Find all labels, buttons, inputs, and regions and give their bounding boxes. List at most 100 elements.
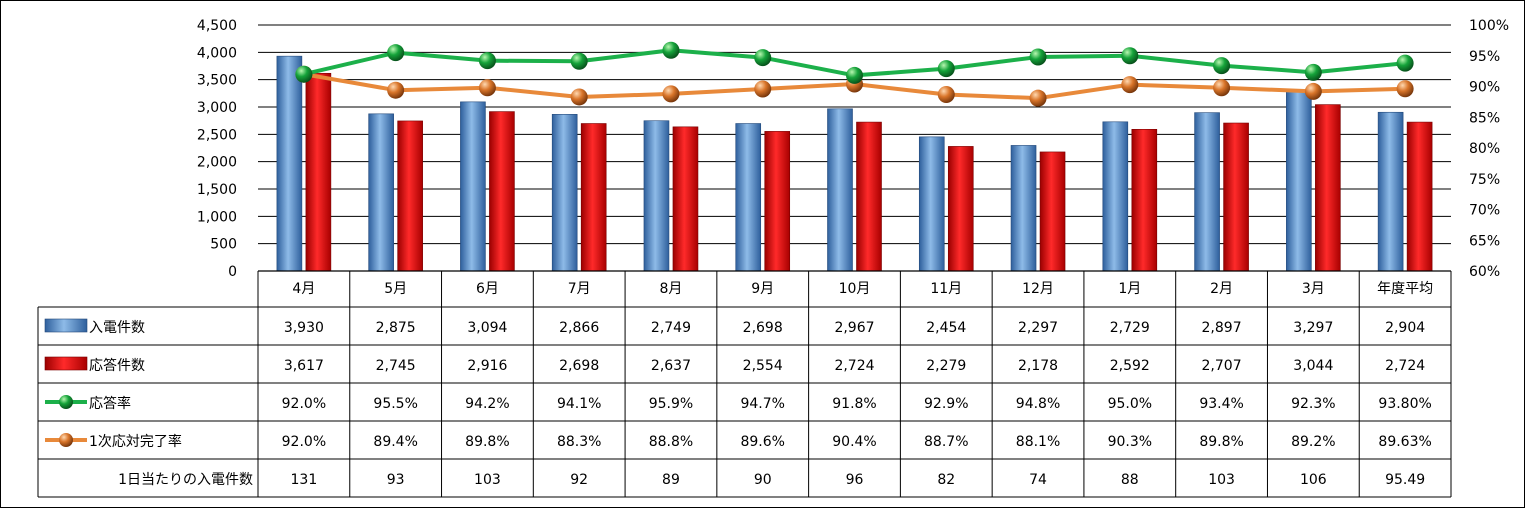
category-label: 7月 [568, 281, 591, 297]
incoming-bar [1010, 145, 1037, 272]
table-cell-value: 131 [291, 472, 318, 488]
answered-bar [1223, 122, 1249, 272]
answered-bar [305, 72, 332, 272]
incoming-bar [551, 114, 578, 272]
answer-rate-point [1304, 63, 1322, 81]
table-cell-value: 88 [1121, 472, 1139, 488]
first-resolution-rate-point [1213, 79, 1231, 97]
table-cell-value: 2,875 [376, 320, 416, 336]
bar-series [276, 55, 1433, 272]
right-tick-label: 65% [1469, 233, 1500, 249]
answer-rate-point [295, 65, 313, 83]
answered-bar [672, 126, 699, 272]
table-cell-value: 93 [387, 472, 405, 488]
legend-key-bar [44, 356, 88, 371]
table-cell-value: 2,724 [834, 358, 874, 374]
first-resolution-rate-point [1396, 80, 1414, 98]
left-tick-label: 1,000 [197, 209, 237, 225]
answer-rate-point [1396, 54, 1414, 72]
table-cell-value: 2,698 [559, 358, 599, 374]
table-cell-value: 95.5% [373, 396, 417, 412]
table-cell-value: 89 [662, 472, 680, 488]
table-cell-value: 89.8% [465, 434, 509, 450]
table-cell-value: 2,904 [1385, 320, 1425, 336]
table-cell-value: 92.9% [924, 396, 968, 412]
table-cell-value: 2,279 [926, 358, 966, 374]
category-label: 8月 [660, 281, 683, 297]
table-cell-value: 89.6% [740, 434, 784, 450]
table-cell-value: 89.8% [1199, 434, 1243, 450]
category-label: 10月 [839, 281, 871, 297]
table-cell-value: 3,297 [1293, 320, 1333, 336]
left-tick-label: 4,500 [197, 18, 237, 34]
legend-key-marker [59, 395, 73, 409]
answered-bar [580, 123, 607, 272]
incoming-bar [827, 108, 853, 272]
table-cell-value: 3,094 [467, 320, 507, 336]
table-cell-value: 92.0% [282, 434, 326, 450]
answered-bar [947, 146, 974, 272]
table-cell-value: 89.4% [373, 434, 417, 450]
first-resolution-rate-point [387, 81, 405, 99]
category-label: 4月 [292, 281, 315, 297]
table-cell-value: 90.3% [1108, 434, 1152, 450]
table-cell-value: 88.7% [924, 434, 968, 450]
first-resolution-rate-point [662, 85, 680, 103]
category-label: 9月 [751, 281, 774, 297]
incoming-bar [1377, 111, 1404, 272]
incoming-bar [460, 101, 486, 272]
right-tick-label: 60% [1469, 264, 1500, 280]
series-name-label: 入電件数 [89, 320, 145, 336]
left-tick-label: 2,500 [197, 127, 237, 143]
answered-bar [1039, 151, 1066, 272]
table-cell-value: 95.49 [1385, 472, 1425, 488]
answer-rate-point [1029, 48, 1047, 66]
table-cell-value: 89.2% [1291, 434, 1335, 450]
answered-bar [397, 120, 423, 272]
left-tick-label: 3,500 [197, 73, 237, 89]
incoming-bar [368, 113, 394, 272]
right-tick-label: 80% [1469, 141, 1500, 157]
answered-bar [1131, 129, 1158, 272]
table-cell-value: 2,592 [1110, 358, 1150, 374]
incoming-bar [735, 123, 762, 272]
table-cell-value: 2,745 [376, 358, 416, 374]
table-cell-value: 2,707 [1202, 358, 1242, 374]
table-cell-value: 3,617 [284, 358, 324, 374]
table-cell-value: 93.80% [1378, 396, 1431, 412]
table-cell-value: 88.3% [557, 434, 601, 450]
left-tick-label: 2,000 [197, 155, 237, 171]
right-tick-label: 90% [1469, 80, 1500, 96]
table-cell-value: 2,297 [1018, 320, 1058, 336]
left-tick-label: 500 [210, 237, 237, 253]
table-cell-value: 2,967 [834, 320, 874, 336]
answer-rate-point [846, 66, 863, 84]
series-name-label: 1次応対完了率 [89, 433, 182, 450]
first-resolution-rate-point [478, 79, 496, 97]
table-cell-value: 82 [937, 472, 955, 488]
right-tick-label: 95% [1469, 49, 1500, 65]
incoming-bar [918, 136, 945, 272]
first-resolution-rate-point [1121, 76, 1139, 94]
incoming-bar [276, 55, 303, 272]
right-axis-ticks: 60% 65% 70% 75% 80% 85% 90% 95% 100% [1469, 18, 1509, 280]
gridlines [258, 24, 1451, 272]
table-cell-value: 92.3% [1291, 396, 1335, 412]
table-cell-value: 2,554 [743, 358, 783, 374]
first-resolution-rate-point [937, 85, 955, 103]
table-cell-value: 103 [1208, 472, 1235, 488]
table-cell-value: 2,916 [467, 358, 507, 374]
table-cell-value: 2,729 [1110, 320, 1150, 336]
table-cell-value: 94.1% [557, 396, 601, 412]
right-tick-label: 70% [1469, 203, 1500, 219]
table-cell-value: 94.8% [1016, 396, 1060, 412]
right-tick-label: 75% [1469, 172, 1500, 188]
category-label: 年度平均 [1377, 281, 1433, 297]
answered-bar [1406, 121, 1433, 272]
answer-rate-point [570, 52, 588, 70]
answer-rate-point [754, 49, 772, 67]
left-tick-label: 0 [228, 264, 237, 280]
answered-bar [489, 111, 515, 272]
table-cell-value: 91.8% [832, 396, 876, 412]
